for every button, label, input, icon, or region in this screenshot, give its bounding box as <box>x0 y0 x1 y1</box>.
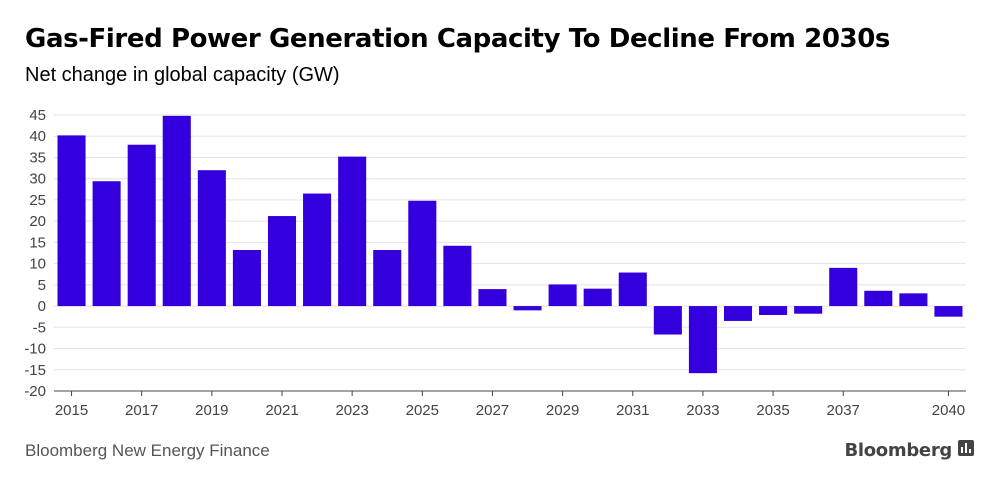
y-tick-label: 30 <box>29 171 46 188</box>
source-note: Bloomberg New Energy Finance <box>25 441 270 460</box>
bar-2022 <box>303 193 332 307</box>
y-tick-label: 25 <box>29 192 46 209</box>
bar-2024 <box>373 250 402 307</box>
bar-2030 <box>583 288 612 307</box>
x-tick-label: 2029 <box>546 402 579 419</box>
bar-2033 <box>688 306 717 374</box>
y-tick-label: 45 <box>29 107 46 124</box>
x-tick-label: 2040 <box>932 402 965 419</box>
bar-2031 <box>618 272 647 307</box>
x-tick-label: 2035 <box>756 402 789 419</box>
x-tick-label: 2031 <box>616 402 649 419</box>
bar-2023 <box>338 156 367 307</box>
x-tick-label: 2019 <box>195 402 228 419</box>
y-tick-label: -15 <box>24 362 46 379</box>
y-tick-label: 35 <box>29 149 46 166</box>
y-tick-label: 5 <box>38 277 46 294</box>
bloomberg-chart-icon <box>958 440 974 461</box>
y-tick-label: 0 <box>38 298 46 315</box>
bar-2017 <box>127 144 156 307</box>
brand-logo: Bloomberg <box>844 440 974 461</box>
x-tick-label: 2033 <box>686 402 719 419</box>
bar-2021 <box>267 216 297 307</box>
x-tick-label: 2023 <box>335 402 368 419</box>
y-tick-label: 10 <box>29 256 46 273</box>
x-tick-label: 2021 <box>265 402 298 419</box>
brand-name: Bloomberg <box>844 440 952 461</box>
bar-2020 <box>232 250 261 307</box>
bar-2018 <box>162 115 191 307</box>
bar-2035 <box>759 306 788 315</box>
bar-2036 <box>794 306 823 314</box>
bar-2025 <box>408 200 437 307</box>
bar-2038 <box>864 290 893 307</box>
bar-2027 <box>478 289 507 307</box>
bar-2032 <box>653 306 682 335</box>
x-tick-label: 2025 <box>406 402 439 419</box>
y-tick-labels: 45 40 35 30 25 20 15 10 5 0 -5 -10 -15 -20 <box>24 107 46 400</box>
axes <box>54 390 966 396</box>
bar-2028 <box>513 306 542 311</box>
bar-2034 <box>723 306 753 321</box>
bar-2019 <box>197 170 226 307</box>
bars <box>57 115 963 374</box>
bar-2015 <box>57 135 86 307</box>
x-tick-label: 2027 <box>476 402 509 419</box>
y-tick-label: 40 <box>29 128 46 145</box>
y-tick-label: -20 <box>24 383 46 400</box>
bar-2016 <box>92 181 121 307</box>
y-tick-label: 15 <box>29 234 46 251</box>
bar-2029 <box>548 284 577 307</box>
y-tick-label: -5 <box>33 319 46 336</box>
chart-title: Gas-Fired Power Generation Capacity To D… <box>25 24 890 54</box>
x-tick-label: 2015 <box>55 402 88 419</box>
x-tick-label: 2017 <box>125 402 158 419</box>
y-tick-label: -10 <box>24 341 46 358</box>
bar-2026 <box>443 245 472 307</box>
bar-2039 <box>899 293 928 307</box>
chart-subtitle: Net change in global capacity (GW) <box>25 64 340 86</box>
x-tick-label: 2037 <box>827 402 860 419</box>
x-tick-labels: 2015 2017 2019 2021 2023 2025 2027 2029 2031 2033… <box>55 402 965 419</box>
y-tick-label: 20 <box>29 213 46 230</box>
bar-2040 <box>934 306 963 317</box>
bar-2037 <box>829 267 858 307</box>
